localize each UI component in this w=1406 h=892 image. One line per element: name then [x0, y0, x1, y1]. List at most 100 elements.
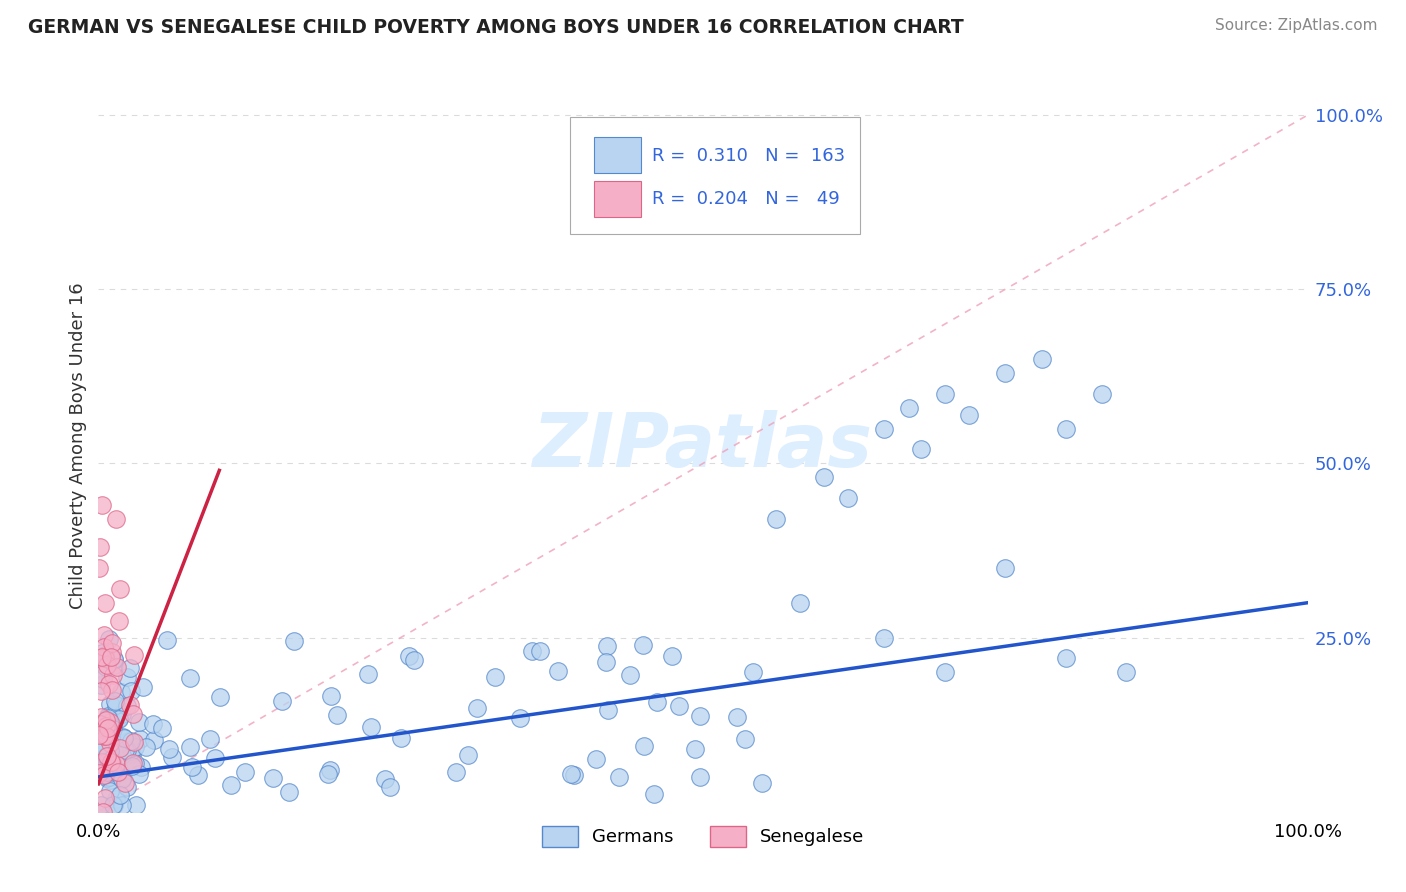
- Point: [101, 645, 124, 659]
- Point: [108, 788, 131, 802]
- Point: [101, 756, 124, 770]
- Text: R =  0.204   N =   49: R = 0.204 N = 49: [652, 190, 839, 208]
- Point: [93, 729, 115, 743]
- Point: [117, 699, 139, 714]
- Point: [96, 657, 118, 672]
- Point: [837, 491, 859, 506]
- Point: [994, 366, 1017, 380]
- Point: [97, 677, 120, 691]
- Point: [100, 731, 122, 745]
- Point: [97, 770, 120, 784]
- Point: [94, 596, 117, 610]
- Point: [596, 703, 619, 717]
- Point: [96, 756, 118, 770]
- Point: [103, 652, 125, 666]
- Point: [562, 767, 585, 781]
- Point: [389, 731, 412, 746]
- Point: [93, 628, 115, 642]
- Point: [160, 749, 183, 764]
- Point: [90, 498, 112, 512]
- Point: [111, 770, 134, 784]
- Point: [108, 582, 131, 596]
- Point: [1054, 421, 1077, 435]
- Point: [96, 749, 118, 764]
- Point: [108, 740, 131, 755]
- Point: [607, 770, 630, 784]
- Point: [111, 772, 134, 787]
- Point: [278, 785, 301, 799]
- Point: [124, 740, 146, 755]
- Point: [98, 697, 121, 711]
- Point: [1091, 386, 1114, 401]
- Point: [93, 732, 115, 747]
- Point: [204, 750, 226, 764]
- Point: [87, 755, 110, 769]
- Point: [326, 708, 349, 723]
- Point: [103, 694, 125, 708]
- FancyBboxPatch shape: [595, 137, 641, 173]
- Point: [128, 732, 150, 747]
- Point: [271, 694, 294, 708]
- Point: [93, 740, 115, 755]
- Point: [465, 700, 488, 714]
- Point: [103, 658, 125, 673]
- Point: [689, 708, 711, 723]
- Point: [96, 764, 118, 779]
- Y-axis label: Child Poverty Among Boys Under 16: Child Poverty Among Boys Under 16: [69, 283, 87, 609]
- Point: [112, 731, 135, 745]
- Point: [398, 648, 420, 663]
- Point: [94, 790, 117, 805]
- Point: [873, 631, 896, 645]
- Point: [596, 639, 619, 653]
- Point: [110, 685, 132, 699]
- Point: [179, 740, 201, 755]
- Point: [156, 633, 179, 648]
- Text: Source: ZipAtlas.com: Source: ZipAtlas.com: [1215, 18, 1378, 33]
- Point: [96, 735, 118, 749]
- Point: [120, 684, 142, 698]
- Point: [90, 684, 112, 698]
- Point: [142, 732, 165, 747]
- Point: [96, 772, 118, 786]
- Point: [105, 512, 128, 526]
- Point: [104, 698, 127, 712]
- Point: [90, 709, 112, 723]
- Text: GERMAN VS SENEGALESE CHILD POVERTY AMONG BOYS UNDER 16 CORRELATION CHART: GERMAN VS SENEGALESE CHILD POVERTY AMONG…: [28, 18, 965, 37]
- Point: [89, 540, 111, 554]
- Point: [87, 739, 110, 753]
- Point: [751, 776, 773, 790]
- Point: [93, 640, 115, 654]
- Point: [98, 714, 121, 729]
- Point: [873, 421, 896, 435]
- Point: [91, 805, 114, 819]
- Point: [374, 772, 396, 786]
- Point: [97, 721, 120, 735]
- Point: [101, 718, 124, 732]
- Point: [157, 742, 180, 756]
- Point: [221, 778, 243, 792]
- Point: [316, 766, 339, 780]
- Point: [765, 512, 787, 526]
- Point: [115, 670, 138, 684]
- Point: [94, 729, 117, 743]
- Point: [89, 766, 111, 780]
- Point: [121, 756, 143, 770]
- Point: [105, 762, 128, 776]
- Point: [89, 733, 111, 747]
- Point: [125, 797, 148, 812]
- Point: [98, 632, 121, 646]
- Point: [734, 731, 756, 746]
- Point: [101, 668, 124, 682]
- Point: [484, 670, 506, 684]
- Point: [94, 648, 117, 662]
- Point: [121, 747, 143, 762]
- Point: [129, 759, 152, 773]
- Point: [91, 650, 114, 665]
- Point: [529, 644, 551, 658]
- Point: [101, 760, 124, 774]
- Point: [120, 744, 142, 758]
- Point: [103, 764, 125, 779]
- Point: [132, 681, 155, 695]
- Point: [595, 655, 617, 669]
- Point: [128, 767, 150, 781]
